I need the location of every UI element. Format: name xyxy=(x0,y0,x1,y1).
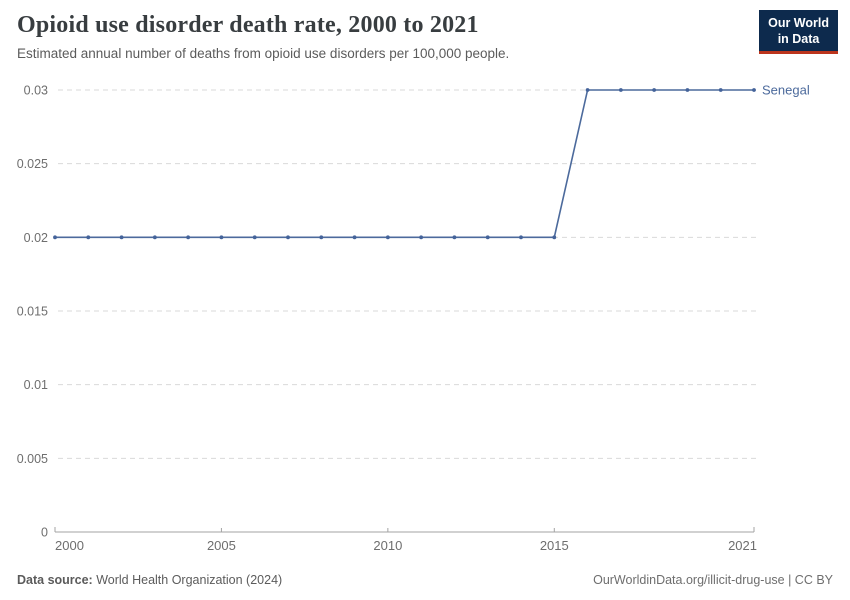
y-tick-label: 0.005 xyxy=(17,452,48,466)
data-source-value: World Health Organization (2024) xyxy=(92,573,283,587)
data-point[interactable] xyxy=(86,235,91,240)
data-point[interactable] xyxy=(685,88,690,92)
data-source-label: Data source: xyxy=(17,573,93,587)
data-point[interactable] xyxy=(519,235,523,240)
data-point[interactable] xyxy=(485,235,490,240)
owid-logo[interactable]: Our World in Data xyxy=(759,10,838,55)
data-point[interactable] xyxy=(186,235,191,240)
data-point[interactable] xyxy=(352,235,357,240)
data-point[interactable] xyxy=(152,235,157,240)
y-tick-label: 0.015 xyxy=(17,305,48,319)
chart-title: Opioid use disorder death rate, 2000 to … xyxy=(17,12,479,38)
y-tick-label: 0 xyxy=(41,526,48,540)
owid-logo-line1: Our World xyxy=(768,16,829,30)
data-point[interactable] xyxy=(119,235,124,240)
data-point[interactable] xyxy=(718,88,723,92)
y-tick-label: 0.025 xyxy=(17,157,48,171)
x-tick-label: 2015 xyxy=(540,538,569,553)
data-point[interactable] xyxy=(252,235,257,240)
data-point[interactable] xyxy=(419,235,424,240)
data-point[interactable] xyxy=(219,235,224,240)
series-label-senegal[interactable]: Senegal xyxy=(762,83,810,98)
data-point[interactable] xyxy=(752,88,756,92)
y-tick-label: 0.03 xyxy=(24,84,48,98)
data-point[interactable] xyxy=(452,235,457,240)
data-point[interactable] xyxy=(652,88,657,92)
data-point[interactable] xyxy=(286,235,290,240)
owid-logo-line2: in Data xyxy=(777,31,820,46)
y-tick-label: 0.01 xyxy=(24,378,48,392)
x-tick-label: 2021 xyxy=(728,538,757,553)
chart-footer: Data source: World Health Organization (… xyxy=(17,573,833,587)
data-point[interactable] xyxy=(319,235,324,240)
data-point[interactable] xyxy=(618,88,623,92)
series-line-senegal[interactable] xyxy=(55,89,754,239)
chart-header: Opioid use disorder death rate, 2000 to … xyxy=(17,12,740,61)
license-link[interactable]: OurWorldinData.org/illicit-drug-use | CC… xyxy=(593,573,833,587)
x-tick-label: 2000 xyxy=(55,538,84,553)
data-point[interactable] xyxy=(385,235,390,240)
x-tick-label: 2005 xyxy=(207,538,236,553)
x-tick-label: 2010 xyxy=(373,538,402,553)
data-point[interactable] xyxy=(53,235,57,240)
data-point[interactable] xyxy=(585,88,590,92)
data-point[interactable] xyxy=(552,235,557,240)
y-tick-label: 0.02 xyxy=(24,231,48,245)
chart-subtitle: Estimated annual number of deaths from o… xyxy=(17,46,510,61)
data-source-note: Data source: World Health Organization (… xyxy=(17,573,282,587)
